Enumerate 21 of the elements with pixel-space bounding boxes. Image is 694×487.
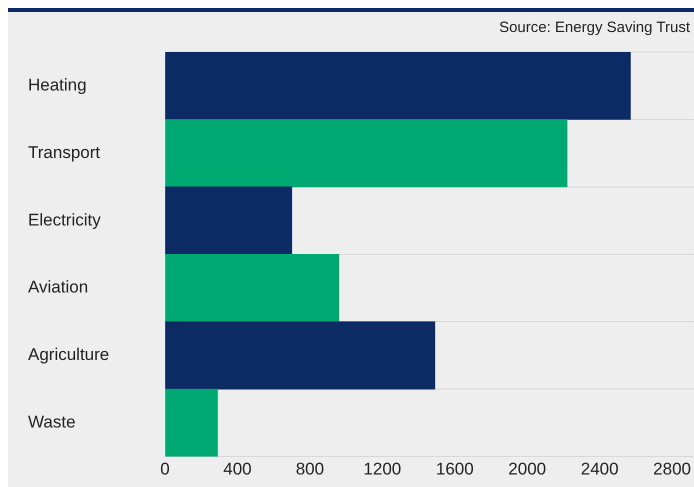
x-tick-label: 400 (223, 459, 252, 478)
y-tick-label: Heating (28, 75, 87, 94)
bar (165, 388, 218, 457)
x-tick-label: 2800 (653, 459, 692, 478)
y-tick-label: Agriculture (28, 345, 110, 364)
x-tick-label: 1600 (436, 459, 474, 478)
x-tick-label: 800 (296, 459, 324, 478)
y-tick-label: Aviation (28, 278, 88, 297)
bar (165, 254, 340, 322)
y-tick-label: Electricity (28, 210, 102, 230)
x-tick-label: 2400 (580, 459, 619, 478)
y-tick-label: Waste (28, 412, 76, 432)
bar (165, 186, 292, 255)
source-note: Source: Energy Saving Trust (499, 19, 691, 36)
y-tick-label: Transport (28, 142, 100, 162)
x-tick-label: 0 (160, 459, 170, 478)
x-tick-label: 1200 (363, 459, 402, 478)
bar (165, 119, 568, 188)
bar (165, 321, 436, 390)
x-tick-label: 2000 (508, 459, 546, 478)
bar (165, 52, 631, 120)
